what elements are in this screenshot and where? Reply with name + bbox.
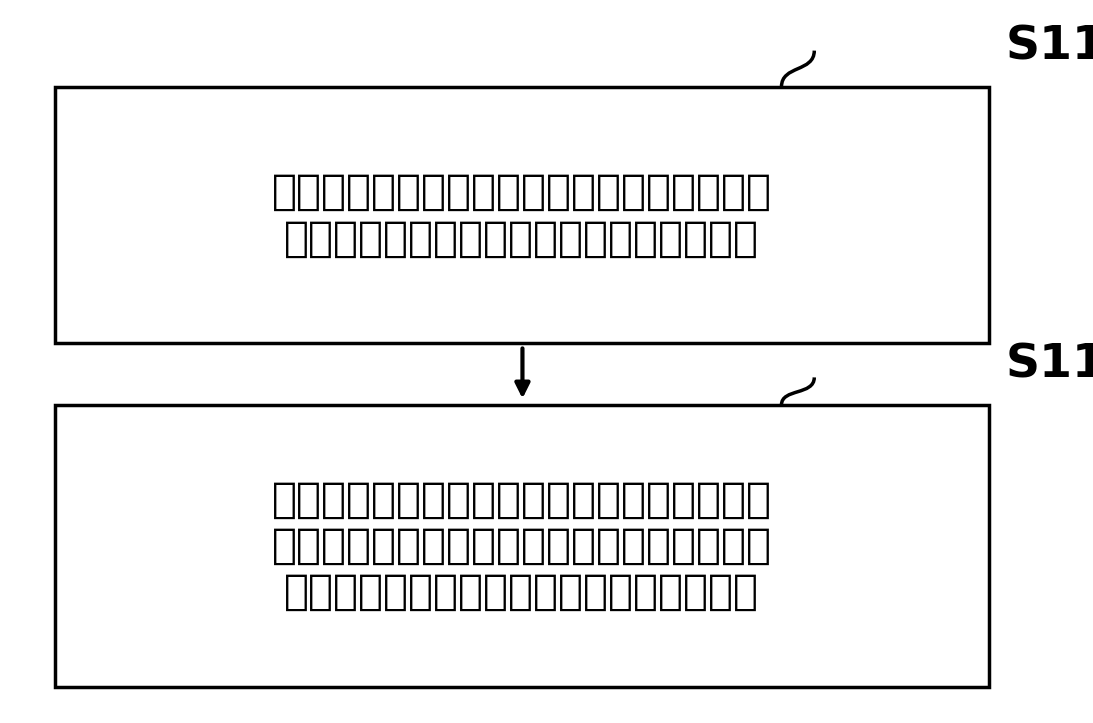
Text: 从所述待分类样本中随机获取数据属性，及由: 从所述待分类样本中随机获取数据属性，及由 [272,171,772,213]
Text: 根据所述数据属性及所述分裂値将所述待分类: 根据所述数据属性及所述分裂値将所述待分类 [272,479,772,521]
Text: 树组合得到用于异常点检测的孤立森林模型: 树组合得到用于异常点检测的孤立森林模型 [284,570,760,612]
Text: 样本进行划分，得到多个孤立树，由多个孤立: 样本进行划分，得到多个孤立树，由多个孤立 [272,525,772,567]
Text: S111: S111 [1006,25,1093,69]
Text: S112: S112 [1006,343,1093,388]
FancyBboxPatch shape [55,405,989,687]
Text: 数据属性和当前异常点比例所确定的分裂値: 数据属性和当前异常点比例所确定的分裂値 [284,218,760,260]
FancyBboxPatch shape [55,87,989,343]
